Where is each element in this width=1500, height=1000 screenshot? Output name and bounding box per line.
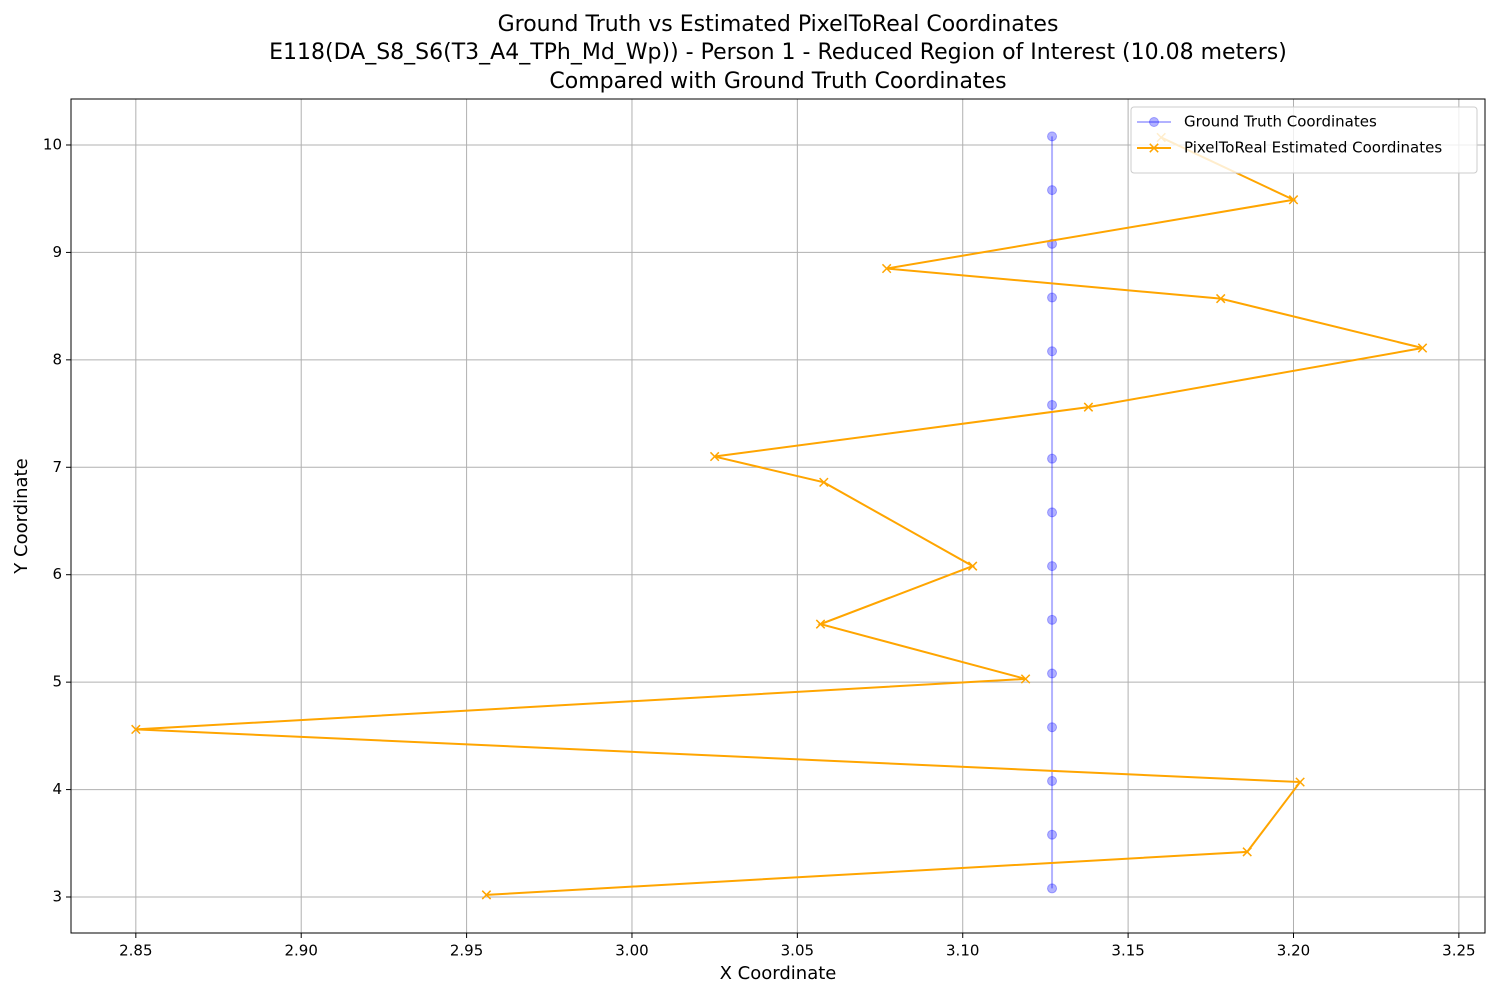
data-point	[709, 451, 720, 462]
data-point	[1047, 453, 1058, 464]
x-tick-label: 2.90	[285, 942, 318, 960]
data-point	[1242, 847, 1252, 857]
data-point	[481, 890, 492, 900]
legend-label: PixelToReal Estimated Coordinates	[1184, 139, 1442, 157]
data-point	[1047, 292, 1058, 303]
data-point	[1295, 777, 1305, 787]
chart-subtitle: Compared with Ground Truth Coordinates	[549, 69, 1006, 94]
chart-title: Ground Truth vs Estimated PixelToReal Co…	[498, 12, 1059, 37]
y-axis-label: Y Coordinate	[11, 458, 32, 574]
y-tick-label: 9	[52, 243, 62, 261]
legend-box	[1130, 106, 1478, 174]
data-point	[1047, 883, 1058, 894]
data-point	[1215, 293, 1226, 304]
y-tick-label: 4	[52, 780, 62, 798]
legend-label: Ground Truth Coordinates	[1184, 113, 1377, 131]
data-point	[815, 619, 826, 629]
data-point	[1288, 195, 1299, 205]
y-tick-label: 8	[52, 350, 62, 368]
x-tick-label: 2.85	[119, 942, 152, 960]
x-tick-label: 3.20	[1277, 942, 1310, 960]
data-point	[1047, 775, 1058, 786]
plot-frame	[70, 98, 1486, 934]
data-point	[1047, 561, 1058, 572]
data-point	[1047, 507, 1058, 518]
data-point	[1417, 343, 1428, 353]
data-point	[1047, 722, 1058, 733]
data-point	[1020, 674, 1031, 684]
legend-marker	[1149, 143, 1159, 153]
data-point	[881, 263, 892, 274]
y-tick-label: 6	[52, 565, 62, 583]
data-point	[967, 561, 978, 571]
data-point	[1047, 829, 1058, 840]
y-tick-label: 5	[52, 673, 62, 691]
data-point	[1083, 402, 1094, 412]
data-point	[1047, 131, 1058, 142]
data-point	[819, 477, 829, 488]
y-tick-label: 3	[52, 888, 62, 906]
legend: Ground Truth Coordinates PixelToReal Esti…	[1130, 106, 1478, 174]
data-point	[131, 724, 141, 735]
x-tick-label: 3.00	[615, 942, 648, 960]
x-tick-label: 2.95	[450, 942, 483, 960]
x-axis-label: X Coordinate	[720, 963, 837, 984]
x-tick-label: 3.05	[781, 942, 814, 960]
y-tick-label: 10	[43, 135, 62, 153]
data-point	[1047, 346, 1058, 357]
x-tick-label: 3.10	[946, 942, 979, 960]
data-point	[1047, 399, 1058, 410]
data-point	[1047, 185, 1058, 196]
data-point	[1047, 614, 1058, 625]
x-tick-label: 3.25	[1442, 942, 1475, 960]
y-tick-label: 7	[52, 458, 62, 476]
data-point	[1047, 668, 1058, 679]
chart-subtitle: E118(DA_S8_S6(T3_A4_TPh_Md_Wp)) - Person…	[269, 40, 1287, 65]
legend-marker	[1149, 117, 1159, 127]
x-tick-label: 3.15	[1111, 942, 1144, 960]
